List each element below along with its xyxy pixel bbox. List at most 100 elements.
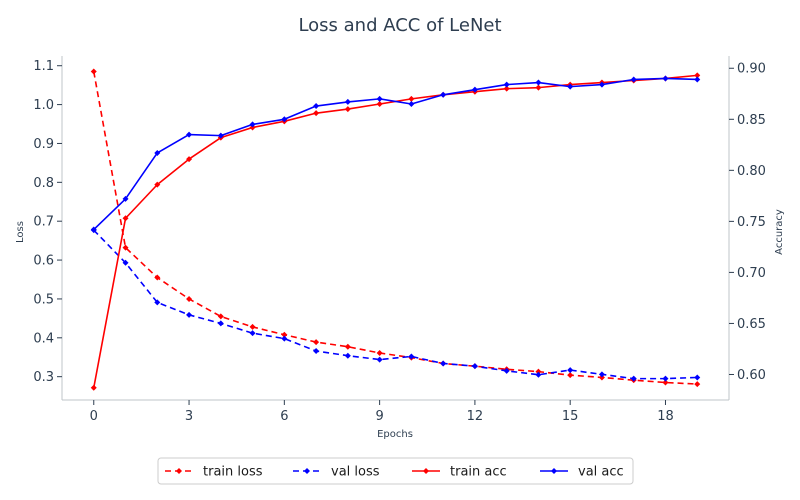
data-point-val-acc	[313, 103, 320, 110]
data-point-val-acc	[694, 76, 701, 83]
data-point-train-loss	[249, 323, 256, 330]
series-line-train-loss	[92, 71, 698, 385]
data-point-val-acc	[281, 116, 288, 123]
data-point-train-loss	[313, 339, 320, 346]
data-point-val-loss	[440, 360, 447, 367]
series-val-acc	[90, 75, 701, 233]
data-point-val-acc	[535, 79, 542, 86]
right-tick-label: 0.70	[737, 266, 766, 281]
series-layer	[90, 68, 701, 391]
series-val-loss	[90, 227, 701, 382]
data-point-val-acc	[662, 75, 669, 82]
data-point-val-loss	[471, 363, 478, 370]
left-y-axis-label: Loss	[15, 221, 26, 243]
x-tick-group: 0 3 6 9 12 15 18	[90, 400, 674, 424]
left-tick-label: 0.5	[33, 292, 54, 307]
left-tick-label: 1.1	[33, 59, 54, 74]
right-tick-label: 0.85	[737, 113, 766, 128]
data-point-train-loss	[535, 368, 542, 375]
data-point-val-loss	[662, 375, 669, 382]
data-point-train-acc	[408, 95, 415, 102]
left-tick-label: 0.7	[33, 215, 54, 230]
data-point-val-loss	[217, 320, 224, 327]
data-point-val-acc	[471, 86, 478, 93]
data-point-val-loss	[281, 335, 288, 342]
left-tick-label: 0.6	[33, 254, 54, 269]
data-point-val-acc	[503, 81, 510, 88]
legend-label: val acc	[578, 465, 624, 480]
x-tick-label: 9	[375, 409, 383, 424]
x-tick-label: 0	[90, 409, 98, 424]
data-point-val-loss	[154, 299, 161, 306]
right-tick-group: 0.60 0.65 0.70 0.75 0.80 0.85 0.90	[729, 62, 766, 383]
data-point-train-acc	[313, 110, 320, 117]
left-tick-label: 1.0	[33, 98, 54, 113]
data-point-val-acc	[598, 81, 605, 88]
data-point-val-loss	[503, 367, 510, 374]
legend-frame	[157, 457, 634, 485]
data-point-train-acc	[154, 181, 161, 188]
series-train-loss	[90, 68, 701, 388]
data-point-train-acc	[503, 85, 510, 92]
x-tick-label: 12	[467, 409, 484, 424]
data-point-train-acc	[186, 156, 193, 163]
legend-swatch-marker	[176, 468, 182, 474]
data-point-train-acc	[249, 124, 256, 131]
right-tick-label: 0.90	[737, 62, 766, 77]
legend-item-val-loss: val loss	[293, 465, 380, 480]
legend-label: train acc	[450, 465, 507, 480]
series-train-acc	[90, 72, 701, 391]
data-point-train-loss	[344, 343, 351, 350]
data-point-val-acc	[154, 149, 161, 156]
x-tick-label: 15	[562, 409, 579, 424]
right-y-axis-label: Accuracy	[774, 209, 785, 255]
data-point-val-loss	[376, 356, 383, 363]
data-point-val-loss	[535, 371, 542, 378]
data-point-val-loss	[694, 374, 701, 381]
right-tick-label: 0.80	[737, 164, 766, 179]
data-point-val-loss	[408, 353, 415, 360]
legend-item-train-acc: train acc	[412, 465, 507, 480]
legend-item-val-acc: val acc	[540, 465, 624, 480]
legend-label: val loss	[331, 465, 380, 480]
axes-group	[61, 56, 730, 401]
legend-swatch-marker	[423, 468, 429, 474]
left-tick-group: 0.3 0.4 0.5 0.6 0.7 0.8 0.9 1.0 1.1	[33, 59, 62, 385]
data-point-train-loss	[122, 244, 129, 251]
data-point-val-loss	[313, 348, 320, 355]
legend: train loss val loss train acc val acc	[157, 457, 634, 485]
data-point-val-loss	[122, 259, 129, 266]
data-point-train-loss	[598, 374, 605, 381]
data-point-train-loss	[186, 295, 193, 302]
legend-swatch-marker	[304, 468, 310, 474]
data-point-val-acc	[217, 132, 224, 139]
data-point-val-loss	[249, 330, 256, 337]
series-line-val-loss	[93, 229, 698, 380]
data-point-train-loss	[217, 313, 224, 320]
data-point-val-acc	[408, 100, 415, 107]
data-point-train-loss	[90, 68, 97, 75]
data-point-train-loss	[662, 379, 669, 386]
right-tick-label: 0.65	[737, 317, 766, 332]
right-tick-label: 0.75	[737, 215, 766, 230]
data-point-val-acc	[249, 121, 256, 128]
data-point-train-acc	[90, 384, 97, 391]
data-point-train-loss	[281, 331, 288, 338]
data-point-val-acc	[630, 76, 637, 83]
data-point-val-acc	[440, 91, 447, 98]
x-tick-label: 18	[657, 409, 674, 424]
data-point-train-loss	[567, 372, 574, 379]
data-point-val-acc	[567, 83, 574, 90]
data-point-val-loss	[567, 367, 574, 374]
data-point-val-loss	[186, 311, 193, 318]
data-point-train-acc	[344, 106, 351, 113]
x-tick-label: 3	[185, 409, 193, 424]
right-tick-label: 0.60	[737, 368, 766, 383]
data-point-train-acc	[694, 72, 701, 79]
data-point-val-loss	[598, 371, 605, 378]
data-point-train-acc	[535, 84, 542, 91]
data-point-train-loss	[376, 349, 383, 356]
chart-title: Loss and ACC of LeNet	[298, 15, 501, 36]
x-tick-label: 6	[280, 409, 288, 424]
